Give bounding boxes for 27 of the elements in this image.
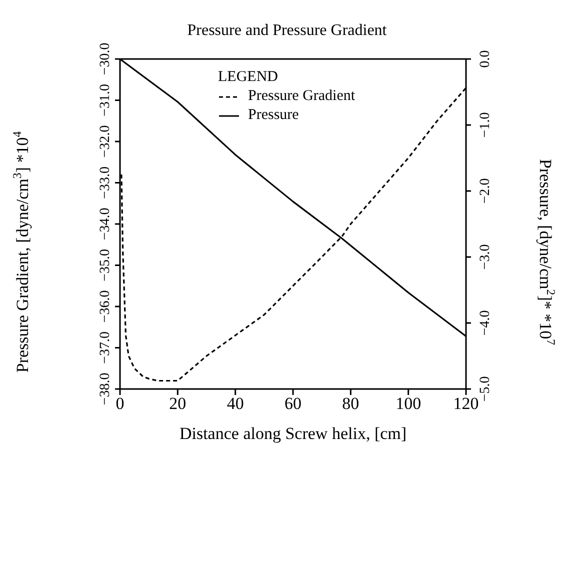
legend-title: LEGEND bbox=[218, 68, 279, 87]
x-tick-label: 100 bbox=[396, 394, 422, 414]
y-tick-label: −33.0 bbox=[98, 166, 113, 199]
y-tick-label: −30.0 bbox=[98, 42, 113, 76]
y-tick-label: −38.0 bbox=[98, 372, 113, 406]
x-tick-label: 60 bbox=[284, 394, 302, 414]
y2-tick-label: −4.0 bbox=[478, 310, 493, 336]
y2-tick-label: −2.0 bbox=[478, 178, 493, 204]
legend-label: Pressure bbox=[248, 106, 299, 125]
legend-label: Pressure Gradient bbox=[248, 87, 356, 106]
x-tick-label: 120 bbox=[453, 394, 479, 414]
y-tick-label: −35.0 bbox=[98, 249, 113, 282]
y-tick-label: −31.0 bbox=[98, 84, 113, 116]
y-tick-label: −34.0 bbox=[98, 208, 113, 240]
y-tick-label: −36.0 bbox=[98, 290, 113, 323]
x-tick-label: 0 bbox=[116, 394, 124, 414]
y-tick-label: −32.0 bbox=[98, 125, 113, 158]
x-tick-label: 40 bbox=[226, 394, 244, 414]
y-tick-label: −37.0 bbox=[98, 332, 113, 364]
x-tick-label: 20 bbox=[169, 394, 186, 414]
y2-tick-label: −5.0 bbox=[478, 376, 493, 402]
chart-title: Pressure and Pressure Gradient bbox=[186, 22, 388, 40]
y2-tick-label: −3.0 bbox=[478, 244, 493, 270]
y2-tick-label: 0.0 bbox=[478, 50, 493, 68]
x-axis-title: Distance along Screw helix, [cm] bbox=[179, 424, 407, 443]
x-tick-label: 80 bbox=[342, 394, 360, 414]
y2-tick-label: −1.0 bbox=[478, 112, 493, 138]
